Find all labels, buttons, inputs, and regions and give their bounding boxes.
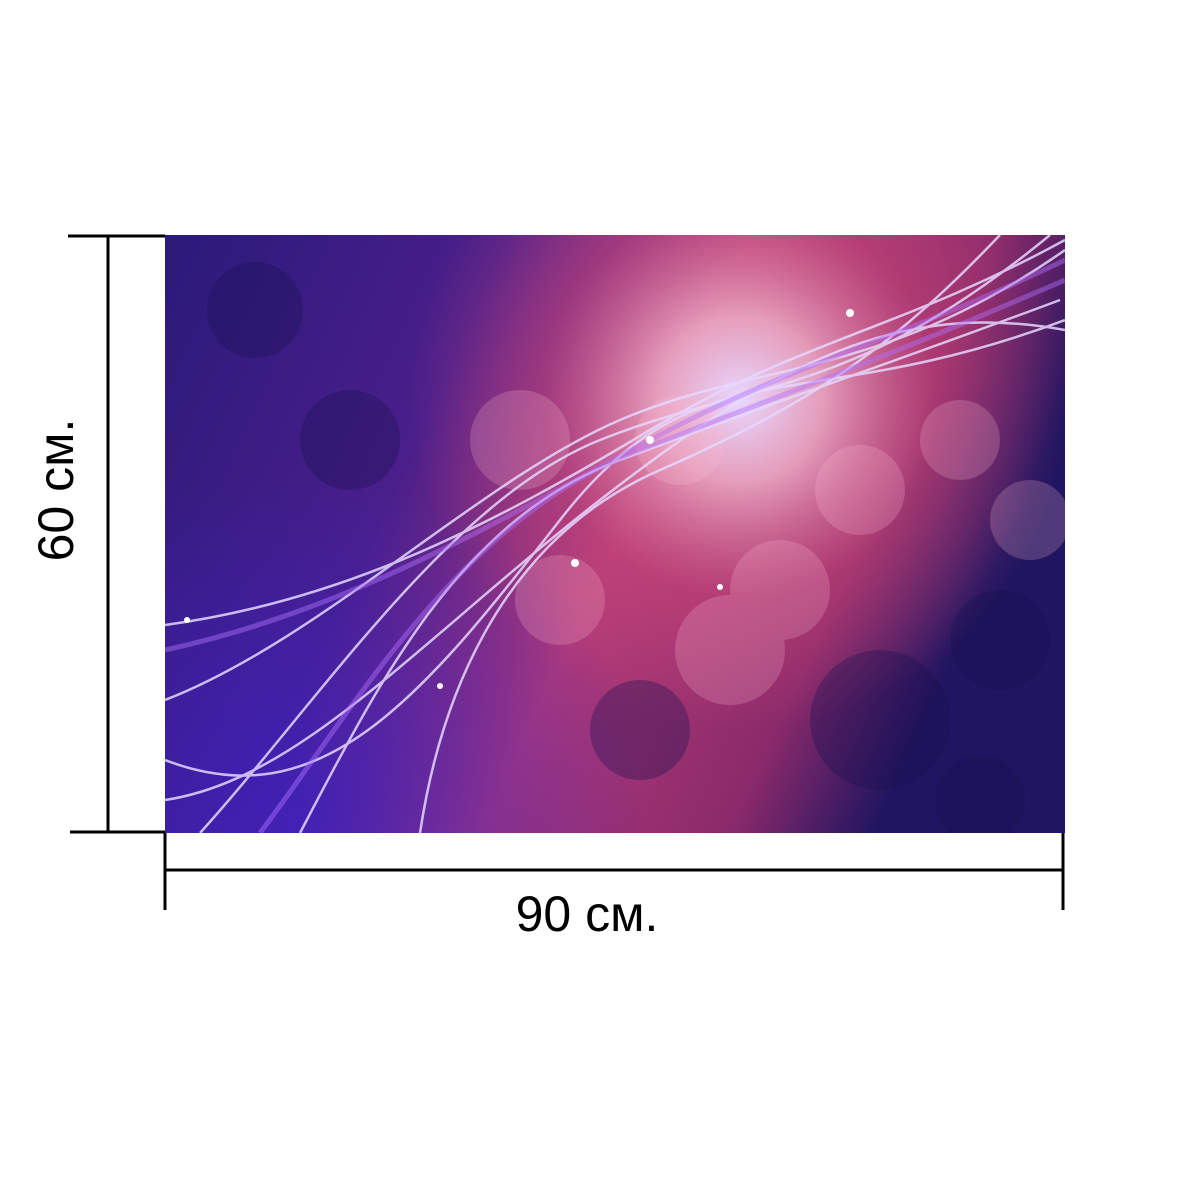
width-dimension: 90 см. [163,833,1065,942]
height-label: 60 см. [28,419,84,562]
height-dimension: 60 см. [28,234,165,834]
width-label: 90 см. [516,886,659,942]
artwork [165,235,1065,833]
